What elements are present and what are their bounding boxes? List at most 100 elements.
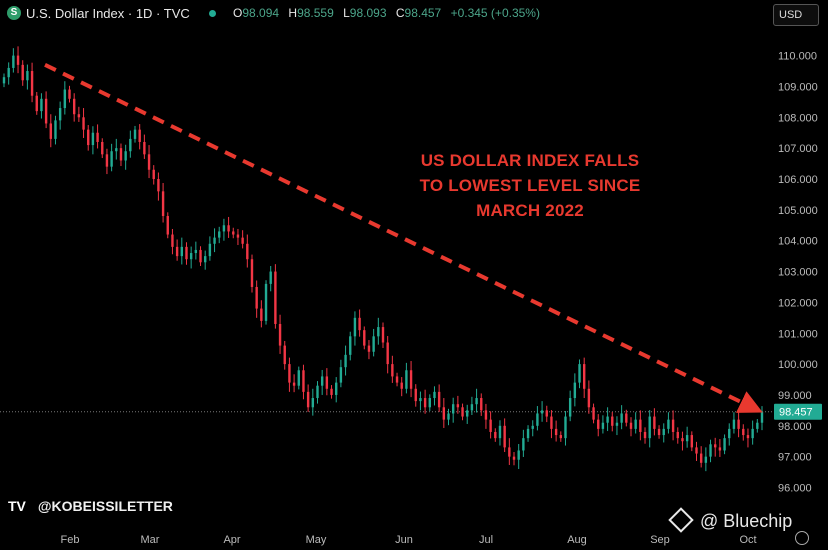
candle-body xyxy=(339,367,343,383)
y-tick-label: 104.000 xyxy=(778,236,818,248)
candle-body xyxy=(30,71,34,96)
y-tick-label: 108.000 xyxy=(778,112,818,124)
x-tick-label: Jun xyxy=(395,534,413,546)
candle-body xyxy=(344,354,347,368)
candle-body xyxy=(386,342,389,365)
candle-body xyxy=(517,450,520,460)
y-tick-label: 96.000 xyxy=(778,483,812,495)
candle-body xyxy=(545,410,548,417)
open-value: 98.094 xyxy=(242,6,280,20)
candle-body xyxy=(288,364,291,383)
candle-body xyxy=(96,132,99,142)
candle-body xyxy=(274,271,277,324)
candle-body xyxy=(428,398,431,408)
chart-annotation: US DOLLAR INDEX FALLS TO LOWEST LEVEL SI… xyxy=(380,148,680,223)
candle-body xyxy=(213,237,216,244)
annotation-line-2: TO LOWEST LEVEL SINCE xyxy=(419,176,641,195)
candle-body xyxy=(442,407,446,420)
x-axis: Feb Mar Apr May Jun Jul Aug Sep Oct xyxy=(61,534,757,546)
candle-body xyxy=(597,419,600,429)
candle-body xyxy=(119,148,123,161)
candle-body xyxy=(503,425,506,448)
low-value: 98.093 xyxy=(349,6,387,20)
candle-body xyxy=(676,431,679,439)
candle-body xyxy=(550,416,553,429)
y-tick-label: 100.000 xyxy=(778,359,818,371)
candle-body xyxy=(391,364,394,377)
candle-body xyxy=(526,428,530,439)
x-tick-label: Aug xyxy=(567,534,587,546)
candle-body xyxy=(269,271,272,284)
candle-body xyxy=(508,447,511,457)
candle-body xyxy=(260,308,263,321)
y-tick-label: 103.000 xyxy=(778,267,818,279)
candle-body xyxy=(7,67,10,78)
candle-body xyxy=(498,425,502,439)
candle-body xyxy=(587,388,591,408)
candle-body xyxy=(531,425,534,429)
candle-body xyxy=(414,388,417,402)
handle-text: @KOBEISSILETTER xyxy=(37,498,173,514)
candle-body xyxy=(480,398,483,411)
candle-body xyxy=(124,151,127,161)
candle-body xyxy=(218,231,221,238)
candle-body xyxy=(87,129,90,146)
candle-body xyxy=(77,114,81,118)
candle-body xyxy=(536,413,539,426)
gear-icon[interactable] xyxy=(795,531,809,545)
candle-body xyxy=(358,317,361,331)
candle-body xyxy=(728,428,731,439)
candle-body xyxy=(232,231,235,235)
candle-body xyxy=(44,98,48,124)
candle-body xyxy=(756,422,759,429)
candle-body xyxy=(494,431,497,439)
annotation-line-1: US DOLLAR INDEX FALLS xyxy=(420,151,640,170)
candle-body xyxy=(466,410,469,417)
candle-body xyxy=(16,55,20,65)
symbol-icon[interactable]: S xyxy=(7,6,21,20)
y-tick-label: 105.000 xyxy=(778,205,818,217)
candle-body xyxy=(653,416,656,429)
candle-body xyxy=(475,398,478,405)
candle-body xyxy=(54,120,57,139)
brand-handle: TV @KOBEISSILETTER xyxy=(8,498,173,514)
candle-body xyxy=(157,179,160,192)
watermark-text: @ Bluechip xyxy=(700,511,793,531)
candle-body xyxy=(423,398,427,408)
candle-body xyxy=(625,413,628,423)
candle-body xyxy=(732,419,736,429)
y-tick-label: 99.000 xyxy=(778,390,812,402)
candle-body xyxy=(227,225,230,232)
candle-body xyxy=(737,419,740,429)
candle-body xyxy=(615,422,619,426)
candle-body xyxy=(330,388,333,395)
candle-body xyxy=(105,154,109,167)
y-tick-label: 107.000 xyxy=(778,143,818,155)
candle-body xyxy=(255,286,258,309)
candle-body xyxy=(639,419,642,432)
tradingview-logo: TV xyxy=(8,498,26,514)
candle-body xyxy=(208,243,212,257)
candle-body xyxy=(662,428,665,436)
y-tick-label: 102.000 xyxy=(778,297,818,309)
candle-body xyxy=(129,138,132,152)
candle-body xyxy=(12,55,15,68)
x-tick-label: Apr xyxy=(223,534,240,546)
candle-body xyxy=(316,385,319,399)
symbol-title[interactable]: U.S. Dollar Index · 1D · TVC xyxy=(26,6,190,21)
chart-header: S U.S. Dollar Index · 1D · TVC O98.094 H… xyxy=(0,0,828,30)
candle-body xyxy=(723,438,726,451)
candle-body xyxy=(320,376,324,386)
candle-body xyxy=(601,422,605,429)
last-price-tag-text: 98.457 xyxy=(779,407,813,419)
candle-body xyxy=(377,327,380,337)
candle-body xyxy=(311,398,315,408)
candle-body xyxy=(578,364,581,383)
candle-body xyxy=(681,438,684,442)
candle-body xyxy=(470,404,474,411)
currency-select[interactable]: USD xyxy=(773,4,819,26)
candle-body xyxy=(185,246,188,260)
candle-body xyxy=(82,117,85,130)
y-tick-label: 110.000 xyxy=(778,51,817,63)
